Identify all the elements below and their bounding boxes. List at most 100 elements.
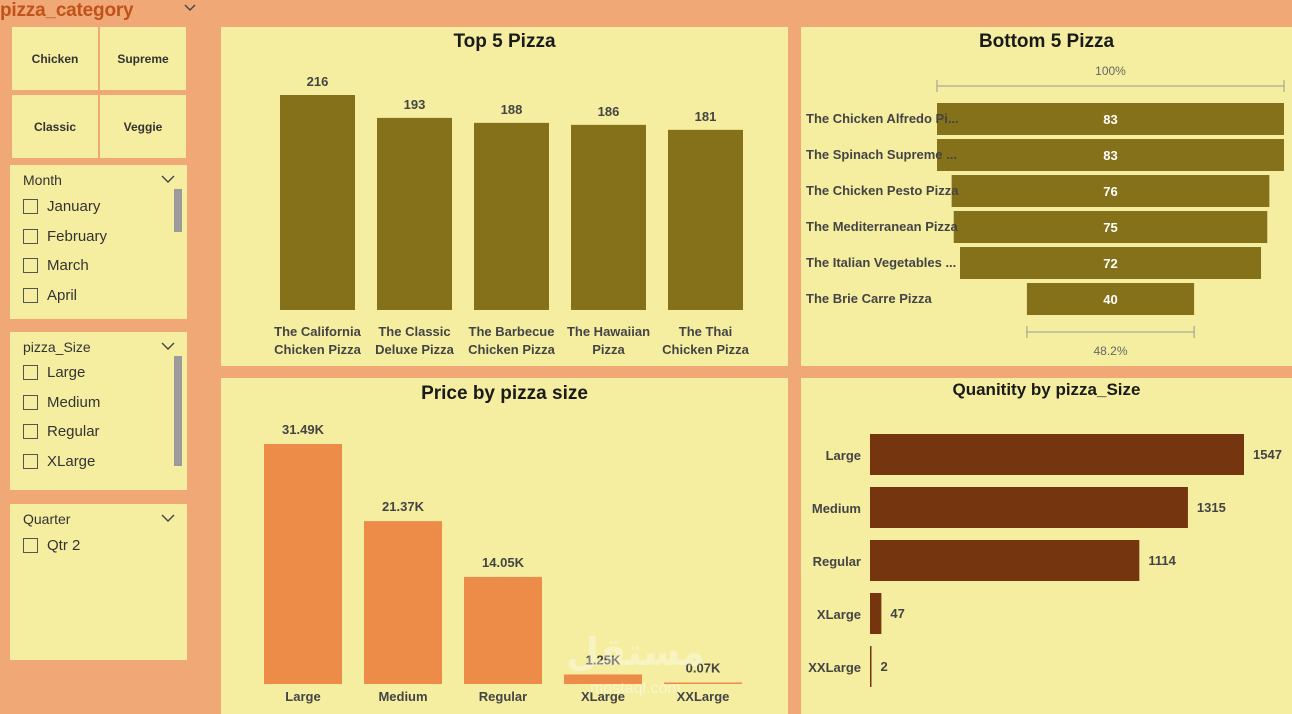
option-label: February	[47, 227, 108, 245]
chevron-down-icon[interactable]	[161, 173, 175, 185]
bar	[668, 129, 743, 310]
data-label: 83	[1103, 148, 1117, 163]
category-label: The Chicken Alfredo Pi...	[806, 111, 959, 126]
size-option-xlarge[interactable]: XLarge	[23, 451, 95, 471]
checkbox[interactable]	[23, 287, 38, 303]
checkbox[interactable]	[23, 257, 38, 273]
tick-label: Large	[826, 448, 861, 463]
bottom5-panel: Bottom 5 Pizza 100% 83 The Chicken Alfredo…	[801, 27, 1292, 366]
tick-label: Chicken Pizza	[662, 342, 749, 357]
data-label: 83	[1103, 112, 1117, 127]
tile-veggie[interactable]: Veggie	[100, 95, 186, 158]
scrollbar[interactable]	[174, 189, 182, 232]
tick-label: Chicken Pizza	[274, 342, 361, 357]
data-label: 21.37K	[382, 499, 425, 514]
tick-label: XXLarge	[677, 689, 730, 704]
bar	[571, 124, 646, 310]
bar	[664, 682, 742, 684]
bar	[377, 117, 452, 310]
checkbox[interactable]	[23, 198, 38, 214]
data-label: 40	[1103, 292, 1117, 307]
size-option-large[interactable]: Large	[23, 362, 85, 382]
checkbox[interactable]	[23, 537, 38, 553]
month-option-march[interactable]: March	[23, 255, 89, 275]
quarter-slicer-title: Quarter	[23, 511, 71, 527]
bar	[474, 122, 549, 311]
funnel-bar	[1026, 283, 1195, 315]
option-label: April	[47, 286, 78, 304]
tick-label: Medium	[378, 689, 427, 704]
bar	[564, 674, 642, 684]
data-label: 1114	[1148, 553, 1176, 568]
data-label: 2	[881, 659, 888, 674]
funnel-bar	[951, 175, 1270, 207]
chevron-down-icon[interactable]	[161, 512, 175, 524]
data-label: 181	[695, 109, 717, 124]
checkbox[interactable]	[23, 228, 38, 244]
option-label: March	[47, 256, 89, 274]
funnel-bar	[953, 211, 1268, 243]
data-label: 0.07K	[686, 661, 721, 676]
top-percent-label: 100%	[1095, 64, 1126, 78]
bar	[364, 521, 442, 684]
month-option-february[interactable]: February	[23, 226, 107, 246]
bar	[870, 540, 1140, 581]
chevron-down-icon[interactable]	[182, 0, 198, 16]
price-chart: 31.49K Large 21.37K Medium 14.05K Regular 1.25…	[264, 422, 742, 704]
checkbox[interactable]	[23, 394, 38, 410]
month-option-january[interactable]: January	[23, 196, 100, 216]
option-label: Qtr 2	[47, 536, 81, 554]
tick-label: XLarge	[581, 689, 625, 704]
tick-label: Regular	[813, 554, 861, 569]
quantity-panel: Quanitity by pizza_Size 1547 Large 1315 Med…	[801, 378, 1292, 714]
quarter-option-qtr2[interactable]: Qtr 2	[23, 535, 80, 555]
scrollbar[interactable]	[174, 356, 182, 466]
tile-classic[interactable]: Classic	[12, 95, 98, 158]
month-slicer-title: Month	[23, 172, 62, 188]
tile-supreme[interactable]: Supreme	[100, 27, 186, 90]
category-slicer-title: pizza_category	[0, 0, 134, 21]
category-label: The Chicken Pesto Pizza	[806, 183, 959, 198]
category-tiles: Chicken Supreme Classic Veggie	[12, 27, 187, 158]
option-label: Large	[47, 363, 86, 381]
checkbox[interactable]	[23, 364, 38, 380]
tick-label: The Barbecue	[469, 324, 555, 339]
month-option-april[interactable]: April	[23, 285, 77, 305]
category-label: The Spinach Supreme ...	[806, 147, 957, 162]
tick-label: The California	[274, 324, 361, 339]
checkbox[interactable]	[23, 453, 38, 469]
bar	[264, 444, 342, 684]
category-label: The Mediterranean Pizza	[806, 219, 958, 234]
data-label: 76	[1103, 184, 1117, 199]
size-slicer-title: pizza_Size	[23, 339, 91, 355]
size-option-medium[interactable]: Medium	[23, 392, 100, 412]
data-label: 75	[1103, 220, 1117, 235]
chart-title: Top 5 Pizza	[453, 31, 556, 52]
checkbox[interactable]	[23, 423, 38, 439]
data-label: 1.25K	[586, 652, 621, 667]
chevron-down-icon[interactable]	[161, 340, 175, 352]
data-label: 216	[307, 74, 329, 89]
data-label: 72	[1103, 256, 1117, 271]
bar	[870, 646, 872, 687]
tile-chicken[interactable]: Chicken	[12, 27, 98, 90]
tick-label: Pizza	[592, 342, 625, 357]
bar	[870, 434, 1244, 475]
size-option-regular[interactable]: Regular	[23, 421, 100, 441]
bar	[280, 95, 355, 310]
data-label: 31.49K	[282, 422, 325, 437]
data-label: 1315	[1197, 500, 1226, 515]
tick-label: Medium	[812, 501, 861, 516]
funnel-bar	[959, 247, 1262, 279]
option-label: January	[47, 197, 101, 215]
data-label: 193	[404, 97, 426, 112]
tick-label: Regular	[479, 689, 527, 704]
data-label: 14.05K	[482, 555, 525, 570]
chart-title: Price by pizza size	[421, 383, 588, 404]
option-label: XLarge	[47, 452, 96, 470]
bottom-percent-label: 48.2%	[1093, 344, 1127, 358]
tick-label: Large	[285, 689, 320, 704]
tick-label: The Classic	[378, 324, 450, 339]
data-label: 188	[501, 102, 523, 117]
month-slicer: Month January February March April	[10, 165, 187, 319]
